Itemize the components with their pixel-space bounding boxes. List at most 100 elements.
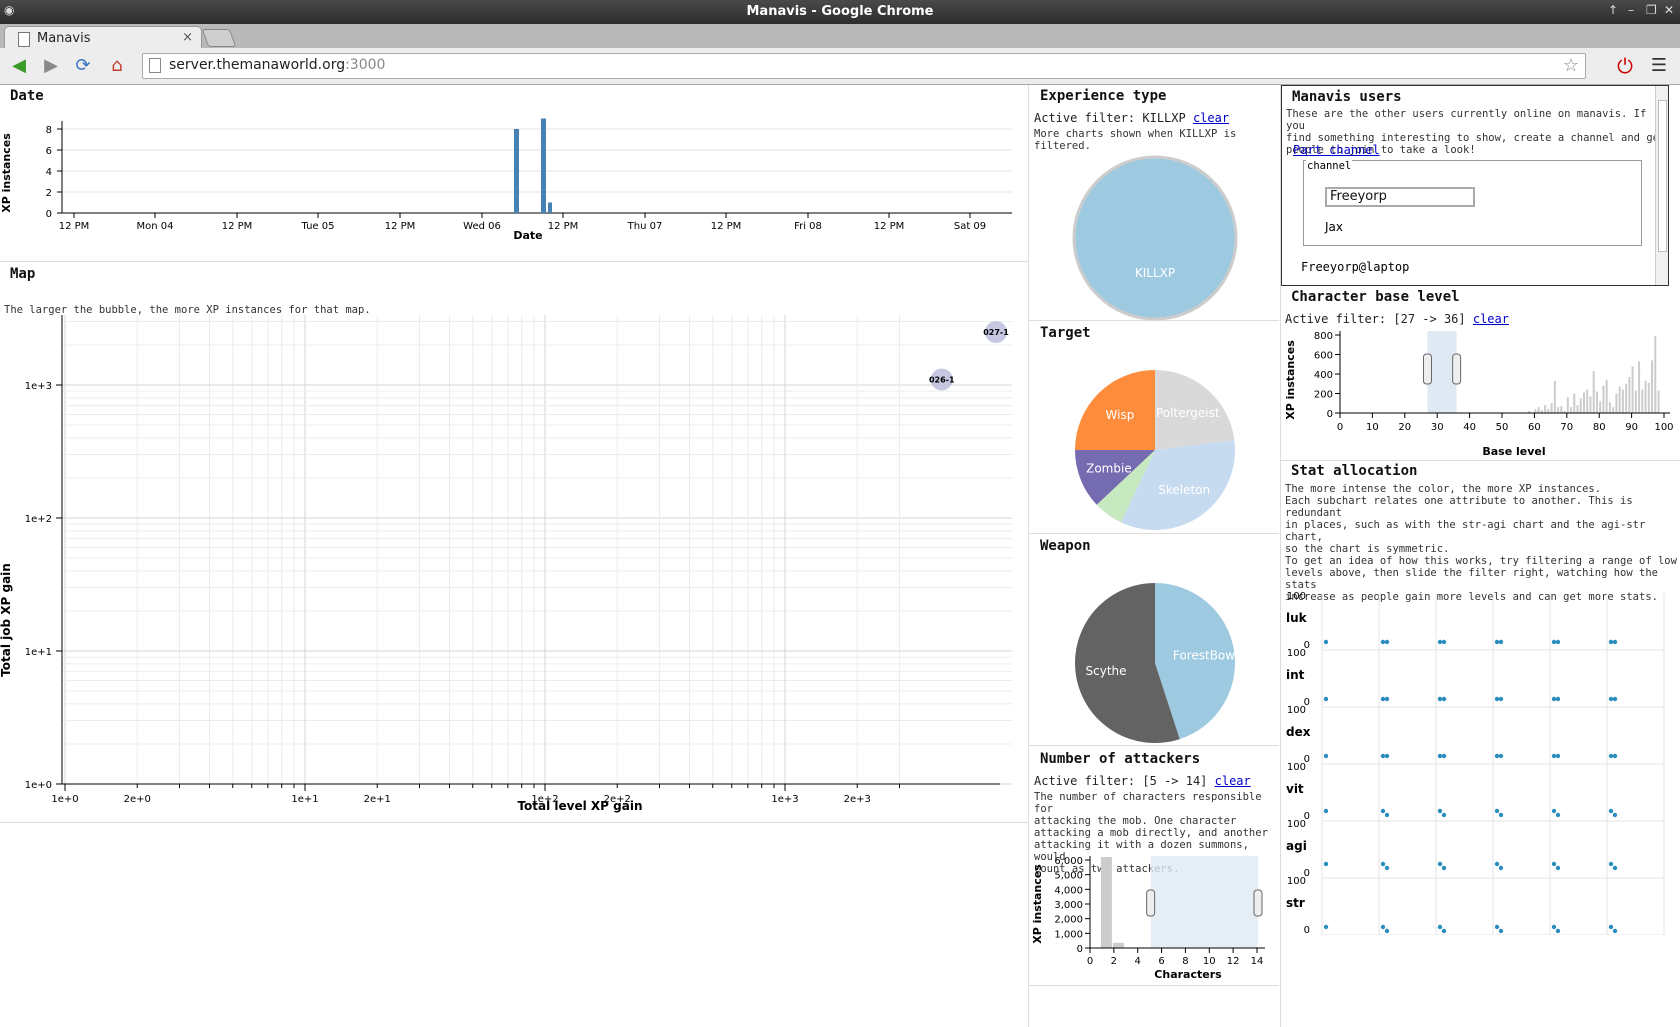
pie-label: KILLXP bbox=[1135, 266, 1175, 280]
exp-filter: Active filter: KILLXP clear bbox=[1034, 111, 1229, 125]
stat-row-label: luk bbox=[1286, 611, 1308, 625]
window-maximize-icon[interactable]: ❐ bbox=[1646, 3, 1657, 17]
exp-filter-text: Active filter: KILLXP bbox=[1034, 111, 1186, 125]
level-bar bbox=[1527, 411, 1530, 413]
stat-matrix[interactable]: 1000luk1000int1000dex1000vit1000agi1000s… bbox=[1282, 585, 1680, 935]
forward-arrow-icon[interactable]: ▶ bbox=[44, 55, 58, 76]
stat-dot bbox=[1380, 924, 1386, 930]
tab-manavis[interactable]: Manavis × bbox=[4, 26, 202, 51]
stat-dot bbox=[1437, 924, 1443, 930]
stat-dot bbox=[1551, 861, 1557, 867]
map-xlabel: Total level XP gain bbox=[517, 799, 642, 813]
stat-row-label: dex bbox=[1286, 725, 1311, 739]
map-ytick-label: 1e+3 bbox=[25, 381, 52, 392]
level-xtick-label: 60 bbox=[1528, 422, 1541, 433]
level-xtick-label: 40 bbox=[1463, 422, 1476, 433]
stat-dot bbox=[1494, 808, 1500, 814]
menu-icon[interactable]: ☰ bbox=[1650, 55, 1668, 76]
level-xlabel: Base level bbox=[1482, 445, 1545, 458]
attackers-note-line: attacking a mob directly, and another bbox=[1034, 827, 1268, 839]
attackers-ytick-label: 2,000 bbox=[1054, 915, 1083, 926]
stat-dot bbox=[1498, 812, 1504, 818]
stat-dot bbox=[1555, 812, 1561, 818]
level-xtick-label: 50 bbox=[1496, 422, 1509, 433]
new-tab-button[interactable] bbox=[201, 29, 237, 47]
attackers-filter-text: Active filter: [5 -> 14] bbox=[1034, 774, 1208, 788]
exp-clear-link[interactable]: clear bbox=[1192, 111, 1230, 125]
target-title: Target bbox=[1040, 325, 1091, 341]
scroll-thumb[interactable] bbox=[1658, 100, 1667, 252]
level-bar bbox=[1595, 391, 1598, 413]
map-xtick-label: 2e+3 bbox=[844, 794, 871, 805]
channel-member: Jax bbox=[1325, 220, 1343, 234]
level-chart[interactable]: 0 200 400 600 800 0 10 20 30 40 50 60 70 80 90 100 XP i… bbox=[1282, 325, 1680, 460]
home-icon[interactable]: ⌂ bbox=[111, 55, 123, 76]
extension-stop-icon[interactable]: ⏻ bbox=[1617, 54, 1633, 78]
users-title: Manavis users bbox=[1292, 89, 1402, 105]
channel-input[interactable]: Freeyorp bbox=[1325, 187, 1475, 207]
users-scrollbar[interactable] bbox=[1655, 86, 1668, 285]
attackers-ytick-label: 0 bbox=[1077, 944, 1083, 955]
attackers-ytick-label: 3,000 bbox=[1054, 900, 1083, 911]
date-ylabel: XP instances bbox=[0, 133, 13, 213]
bookmark-star-icon[interactable]: ☆ bbox=[1562, 55, 1579, 76]
pie-slice bbox=[1072, 155, 1238, 321]
stat-ytick-label: 100 bbox=[1287, 762, 1306, 773]
stat-dot bbox=[1555, 639, 1561, 645]
attackers-clear-link[interactable]: clear bbox=[1214, 774, 1251, 788]
level-bar bbox=[1612, 407, 1615, 413]
tab-close-icon[interactable]: × bbox=[182, 30, 193, 45]
stat-dot bbox=[1498, 753, 1504, 759]
stat-dot bbox=[1551, 808, 1557, 814]
level-bar bbox=[1537, 407, 1540, 413]
attackers-chart[interactable]: 0 1,000 2,000 3,000 4,000 5,000 6,000 0 2 4 6 8 10 12… bbox=[1030, 850, 1280, 985]
reload-icon[interactable]: ⟳ bbox=[75, 55, 91, 76]
stat-dot bbox=[1380, 753, 1386, 759]
level-ytick-label: 800 bbox=[1314, 331, 1333, 342]
stat-dot bbox=[1608, 808, 1614, 814]
exp-title: Experience type bbox=[1040, 88, 1167, 104]
level-xtick-label: 0 bbox=[1337, 422, 1343, 433]
attackers-xtick-label: 14 bbox=[1251, 956, 1264, 967]
map-xtick-label: 2e+2 bbox=[604, 794, 631, 805]
map-xtick-label: 1e+3 bbox=[771, 794, 798, 805]
pie-slice bbox=[1075, 583, 1180, 743]
date-chart[interactable]: 0 2 4 6 8 12 PM Mon 04 12 PM Tue 05 12 PM Wed 06 1… bbox=[0, 113, 1028, 261]
level-brush bbox=[1427, 331, 1457, 413]
level-ytick-label: 400 bbox=[1314, 370, 1333, 381]
attackers-xtick-label: 2 bbox=[1111, 956, 1117, 967]
back-arrow-icon[interactable]: ◀ bbox=[12, 55, 26, 76]
attackers-title: Number of attackers bbox=[1040, 751, 1201, 767]
level-filter-text: Active filter: [27 -> 36] bbox=[1285, 312, 1466, 326]
stat-dot bbox=[1555, 928, 1561, 934]
map-xtick-label: 1e+2 bbox=[531, 794, 558, 805]
part-channel-link[interactable]: Part channel bbox=[1293, 143, 1380, 157]
stat-dot bbox=[1437, 753, 1443, 759]
window-minimize-icon[interactable]: – bbox=[1628, 3, 1634, 17]
map-ylabel: Total job XP gain bbox=[0, 563, 13, 677]
level-bar bbox=[1544, 405, 1547, 413]
level-bar bbox=[1615, 393, 1618, 413]
date-xtick-label: 12 PM bbox=[548, 221, 579, 232]
window-up-icon[interactable]: ↑ bbox=[1608, 3, 1619, 17]
exp-pie[interactable]: KILLXP bbox=[1070, 153, 1240, 323]
exp-note: More charts shown when KILLXP is filtere… bbox=[1034, 128, 1237, 152]
window-close-icon[interactable]: ✕ bbox=[1664, 3, 1675, 17]
date-xtick-label: 12 PM bbox=[59, 221, 90, 232]
stat-dot bbox=[1494, 861, 1500, 867]
weapon-pie[interactable]: ForestBow Scythe bbox=[1070, 578, 1240, 748]
stat-dot bbox=[1608, 924, 1614, 930]
map-chart[interactable]: 1e+0 1e+1 1e+2 1e+3 1e+0 2e+0 1e+1 2e+1 1e+2 2e+… bbox=[0, 315, 1028, 820]
attackers-xtick-label: 4 bbox=[1135, 956, 1141, 967]
stat-dot bbox=[1608, 861, 1614, 867]
level-xtick-label: 80 bbox=[1593, 422, 1606, 433]
stat-desc-line: in places, such as with the str-agi char… bbox=[1285, 519, 1646, 543]
target-pie[interactable]: Poltergeist Skeleton Zombie Wisp bbox=[1070, 365, 1240, 535]
level-bar bbox=[1625, 383, 1628, 413]
address-bar[interactable]: server.themanaworld.org:3000 ☆ bbox=[142, 53, 1586, 79]
level-clear-link[interactable]: clear bbox=[1472, 312, 1509, 326]
stat-dot bbox=[1323, 924, 1329, 930]
stat-dot bbox=[1384, 696, 1390, 702]
map-ytick-label: 1e+0 bbox=[25, 780, 52, 791]
attackers-xlabel: Characters bbox=[1154, 968, 1222, 981]
